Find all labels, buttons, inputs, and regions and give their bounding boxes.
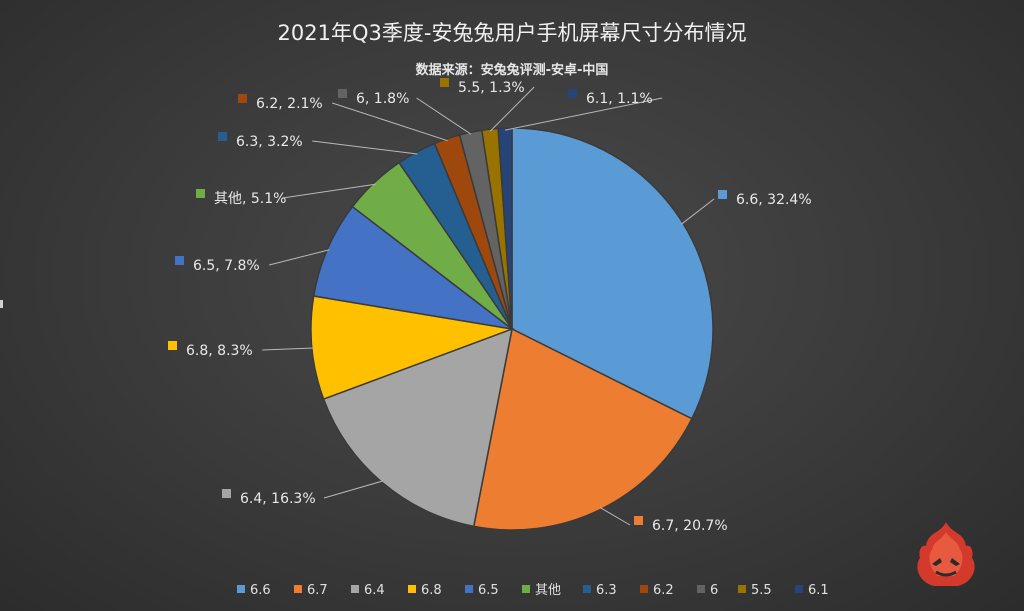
data-label-marker-2: [222, 489, 231, 498]
data-label-4: 6.5, 7.8%: [193, 258, 260, 274]
legend-swatch-7: [640, 585, 648, 593]
legend-swatch-2: [351, 585, 359, 593]
legend-label-6: 6.3: [596, 583, 617, 598]
data-label-3: 6.8, 8.3%: [186, 343, 253, 359]
pie-slice-10: [497, 127, 513, 330]
leader-line-0: [680, 198, 715, 225]
data-label-marker-10: [568, 89, 577, 98]
leader-line-1: [599, 507, 631, 526]
legend-swatch-4: [465, 585, 473, 593]
leader-line-6: [312, 140, 418, 155]
legend-swatch-9: [738, 585, 746, 593]
leader-line-3: [262, 347, 314, 351]
data-label-2: 6.4, 16.3%: [240, 491, 316, 507]
pie-slice-2: [322, 327, 513, 528]
data-labels: 6.6, 32.4% 6.7, 20.7% 6.4, 16.3% 6.8, 8.3% 6…: [168, 78, 812, 534]
data-label-marker-9: [440, 78, 449, 87]
data-label-marker-5: [196, 189, 205, 198]
leader-line-8: [416, 97, 472, 135]
data-label-marker-3: [168, 341, 177, 350]
legend: 6.6 6.7 6.4 6.8 6.5 其他 6.3 6.2 6 5.5 6.1: [237, 583, 829, 598]
leader-lines: [262, 86, 715, 526]
data-label-8: 6, 1.8%: [356, 91, 409, 107]
data-label-6: 6.3, 3.2%: [236, 134, 303, 150]
legend-label-5: 其他: [535, 583, 561, 598]
legend-label-10: 6.1: [808, 583, 829, 598]
data-label-marker-8: [338, 89, 347, 98]
legend-swatch-6: [583, 585, 591, 593]
data-label-marker-4: [175, 256, 184, 265]
antutu-fire-logo-icon: [917, 522, 975, 586]
legend-swatch-3: [408, 585, 416, 593]
legend-label-1: 6.7: [307, 583, 328, 598]
leader-line-5: [282, 183, 376, 199]
chart-subtitle: 数据来源：安兔兔评测-安卓-中国: [416, 62, 609, 78]
legend-label-2: 6.4: [364, 583, 385, 598]
data-label-marker-1: [634, 516, 643, 525]
legend-swatch-1: [294, 585, 302, 593]
data-label-7: 6.2, 2.1%: [256, 96, 323, 112]
pie-slice-4: [312, 205, 513, 330]
legend-label-9: 5.5: [751, 583, 772, 598]
pie-slices: [310, 127, 714, 531]
edge-marker: [0, 300, 3, 308]
chart-title: 2021年Q3季度-安兔兔用户手机屏幕尺寸分布情况: [278, 21, 747, 45]
leader-line-7: [332, 102, 448, 142]
data-label-10: 6.1, 1.1%: [586, 91, 653, 107]
data-label-5: 其他, 5.1%: [214, 191, 286, 207]
data-label-9: 5.5, 1.3%: [458, 80, 525, 96]
data-label-marker-7: [238, 94, 247, 103]
pie-slice-1: [472, 327, 693, 531]
legend-swatch-5: [522, 585, 530, 593]
legend-swatch-8: [697, 585, 705, 593]
leader-line-4: [269, 249, 330, 266]
leader-line-2: [323, 480, 384, 499]
data-label-marker-0: [718, 190, 727, 199]
data-label-1: 6.7, 20.7%: [652, 518, 728, 534]
legend-label-8: 6: [710, 583, 718, 598]
legend-label-0: 6.6: [250, 583, 271, 598]
data-label-marker-6: [218, 132, 227, 141]
legend-swatch-0: [237, 585, 245, 593]
legend-label-7: 6.2: [653, 583, 674, 598]
leader-line-9: [489, 86, 535, 132]
data-label-0: 6.6, 32.4%: [736, 192, 812, 208]
legend-label-4: 6.5: [478, 583, 499, 598]
leader-line-10: [505, 97, 663, 131]
legend-swatch-10: [795, 585, 803, 593]
legend-label-3: 6.8: [421, 583, 442, 598]
